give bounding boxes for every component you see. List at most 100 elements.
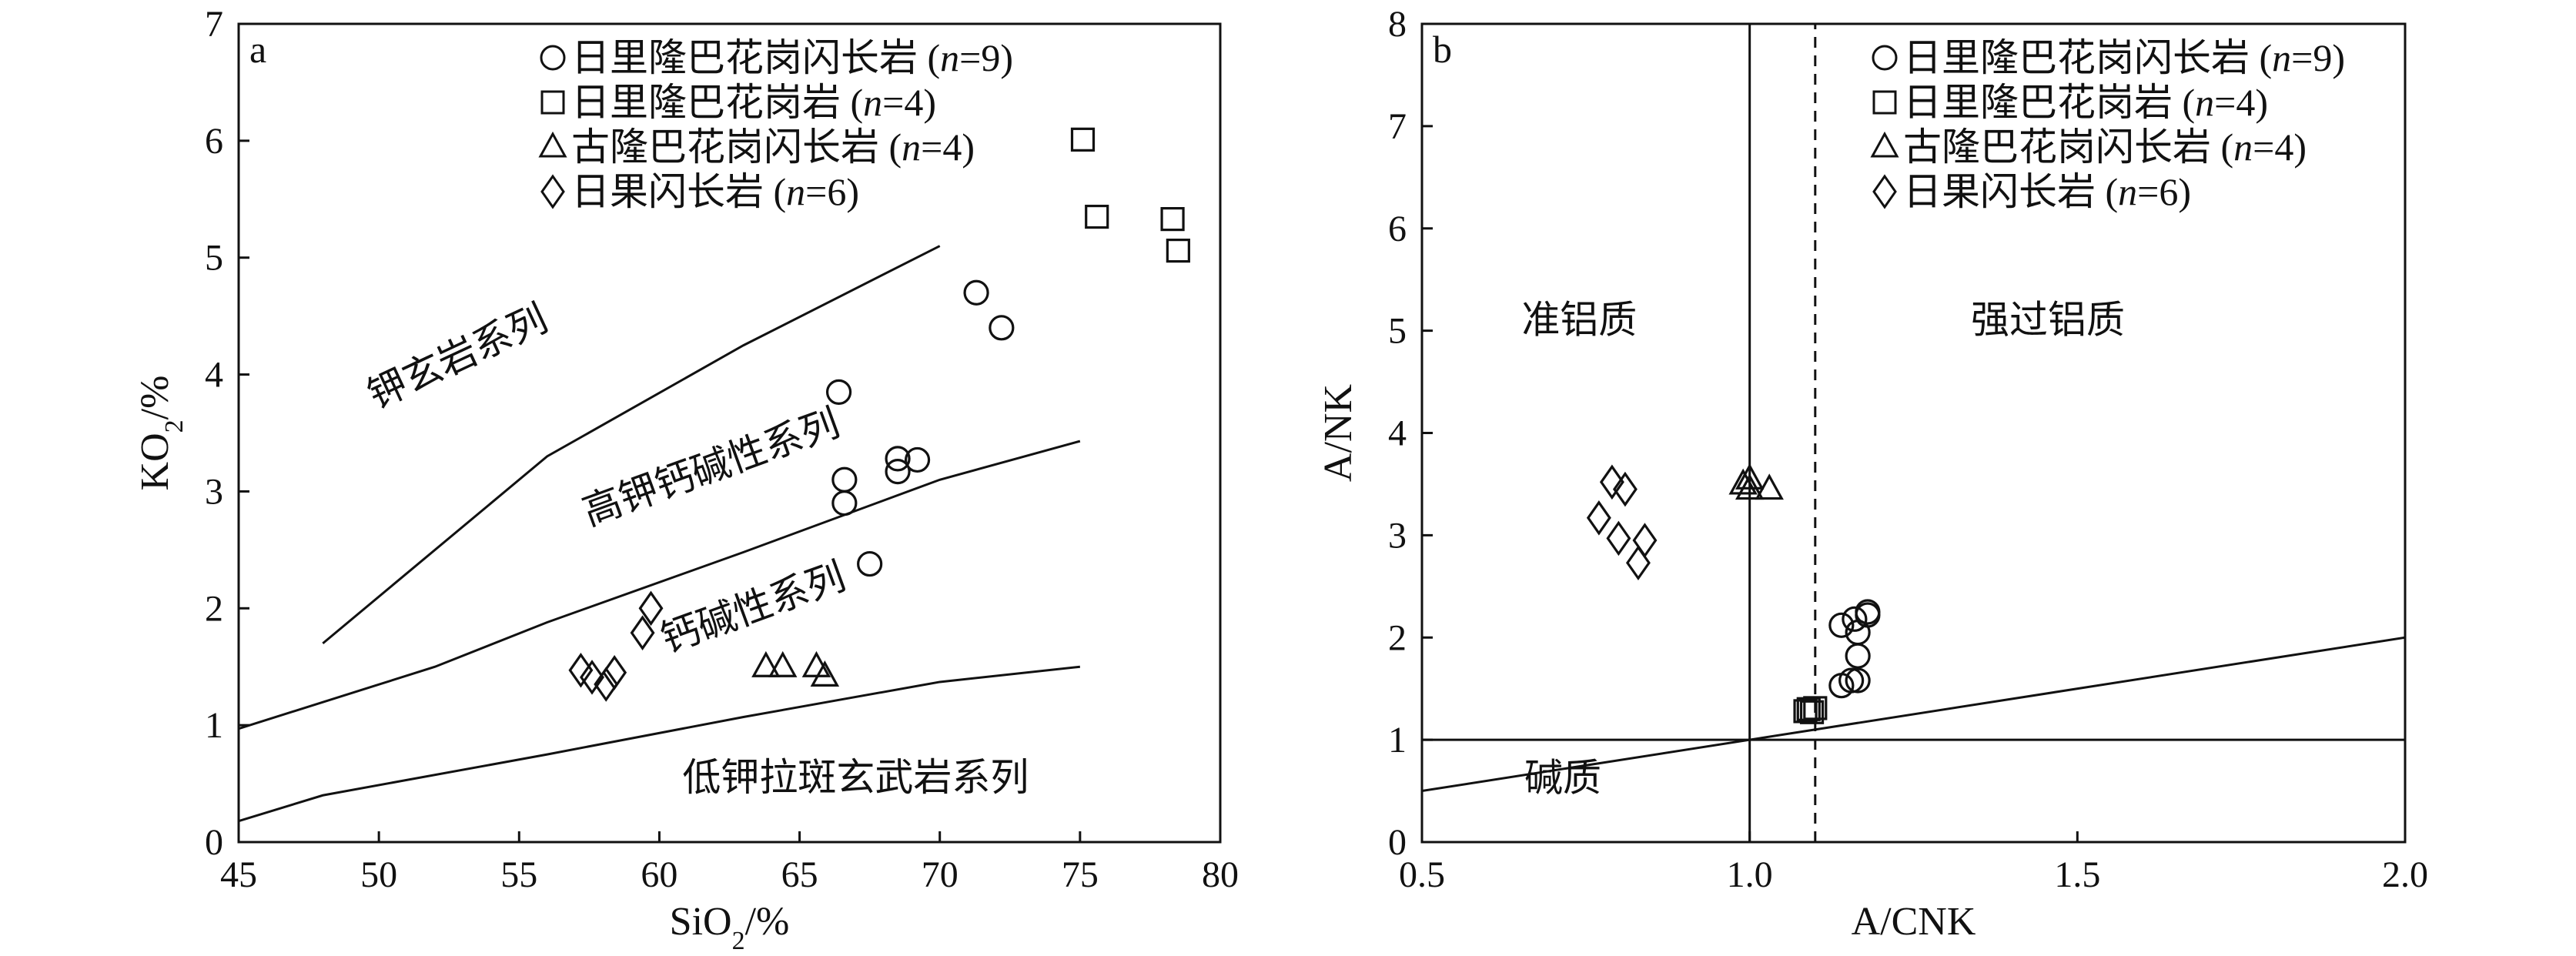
x-axis-title-unit: /% [745,900,790,944]
y-axis-title: KO2/% [133,376,189,491]
legend-count-open: ( [774,170,787,213]
legend-count-value: =4) [2214,81,2268,124]
data-point-circle [1828,612,1855,638]
data-point-circle [1828,673,1855,699]
x-tick-label: 45 [220,854,257,895]
region-label: 钾玄岩系列 [361,296,554,416]
y-axis-title-main: KO [133,433,177,490]
data-point-square [1799,700,1825,724]
data-point-circle [1845,667,1871,694]
data-point-diamond [1599,464,1624,500]
legend-label: 日里隆巴花岗闪长岩 (n=9) [571,36,1013,79]
y-tick-label: 6 [1388,209,1407,249]
y-tick-label: 0 [205,822,223,863]
x-tick-label: 80 [1202,854,1239,895]
region-label: 准铝质 [1521,298,1637,341]
legend-count-open: ( [928,36,941,79]
data-point-circle [904,446,931,473]
data-point-square [1166,239,1190,263]
x-tick-label: 1.0 [1727,854,1773,895]
legend-count-n: n [940,36,959,79]
panel-label: a [249,28,266,71]
data-point-circle [825,379,852,405]
data-point-square [1070,127,1096,152]
data-point-circle [831,490,858,516]
data-point-diamond [1625,545,1651,581]
legend-marker-diamond [540,174,565,209]
data-point-diamond [580,660,604,695]
data-point-circle [1842,606,1868,632]
y-axis-title-unit: /% [133,376,177,420]
data-point-triangle [768,650,798,677]
y-tick-label: 2 [1388,617,1407,658]
x-axis-title: SiO2/% [670,900,790,955]
y-tick-label: 0 [1388,822,1407,863]
legend-marker-circle [1872,45,1898,71]
legend-label: 日果闪长岩 (n=6) [1903,170,2191,213]
legend-count-value: =4) [921,125,975,169]
legend-count-open: ( [851,81,864,124]
data-point-diamond [1606,520,1631,557]
region-label: 钙碱性系列 [655,554,851,660]
x-tick-label: 2.0 [2382,854,2428,895]
legend-label: 古隆巴花岗闪长岩 (n=4) [571,125,975,169]
y-tick-label: 7 [1388,106,1407,147]
region-label: 高钾钙碱性系列 [577,401,845,533]
data-point-diamond [568,652,594,688]
legend-count-open: ( [2221,125,2234,169]
legend-count-value: =6) [2137,170,2191,213]
y-axis-title-sub: 2 [160,420,189,433]
region-label: 碱质 [1524,757,1601,800]
legend-count-value: =4) [2253,125,2307,169]
x-tick-label: 50 [360,854,397,895]
legend-label: 古隆巴花岗闪长岩 (n=4) [1903,125,2307,169]
y-tick-label: 3 [1388,515,1407,556]
reference-line [1422,636,2405,793]
legend-count-open: ( [2260,36,2273,79]
data-point-circle [857,550,883,577]
panel-label: b [1433,28,1452,71]
data-point-diamond [594,667,619,702]
data-point-triangle [1735,473,1765,500]
y-tick-label: 2 [205,588,223,629]
boundary-line [239,665,1081,823]
data-point-circle [885,446,911,472]
data-point-diamond [638,590,664,627]
legend-count-value: =9) [2291,36,2345,79]
data-point-square [1160,207,1185,232]
x-tick-label: 0.5 [1399,854,1445,895]
y-tick-label: 1 [205,705,223,746]
boundary-line [239,440,1081,730]
legend-count-value: =9) [959,36,1013,79]
legend-count-value: =4) [882,81,936,124]
data-point-triangle [1728,468,1758,495]
legend-marker-circle [540,45,566,71]
legend-count-n: n [902,125,921,169]
data-point-triangle [751,650,781,677]
data-point-diamond [1586,500,1611,536]
legend-marker-triangle [1870,131,1899,158]
data-point-diamond [630,615,655,650]
data-point-diamond [1632,523,1658,558]
data-point-circle [1845,643,1871,669]
x-tick-label: 70 [922,854,958,895]
legend-label: 日里隆巴花岗岩 (n=4) [571,81,936,124]
data-point-square [1085,204,1109,229]
data-point-triangle [1755,473,1784,500]
x-tick-label: 60 [641,854,677,895]
x-tick-label: 65 [781,854,818,895]
legend-count-n: n [2233,125,2253,169]
data-point-circle [831,466,858,493]
data-point-circle [989,315,1015,341]
x-tick-label: 55 [500,854,537,895]
legend-count-n: n [2195,81,2214,124]
legend-marker-triangle [538,131,567,158]
data-point-circle [885,459,911,485]
y-tick-label: 3 [205,471,223,512]
legend-count-open: ( [2106,170,2119,213]
y-axis-title: A/NK [1316,384,1360,483]
x-axis-title-sub: 2 [732,927,745,955]
legend-label: 日果闪长岩 (n=6) [571,170,859,213]
legend-count-n: n [786,170,805,213]
